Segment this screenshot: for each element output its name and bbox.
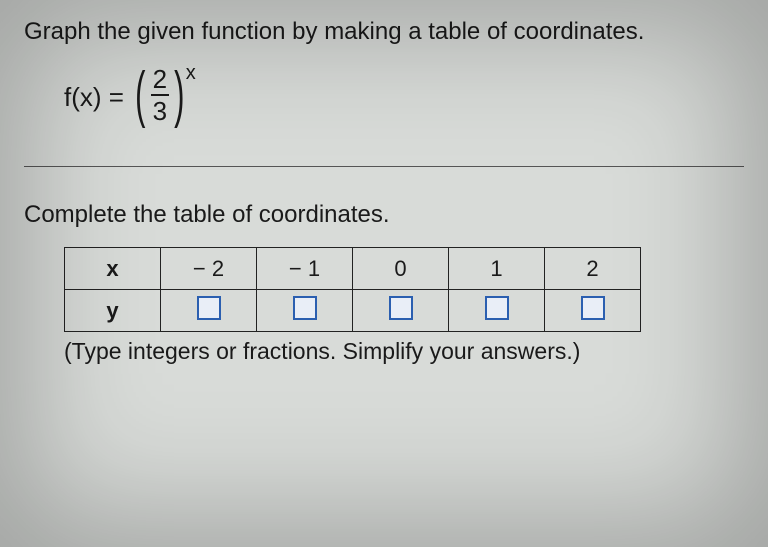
function-formula: f(x) = ( 2 3 ) x [64, 68, 744, 126]
table-row-x: x − 2 − 1 0 1 2 [65, 248, 641, 290]
x-value-cell: 1 [449, 248, 545, 290]
fraction-denominator: 3 [151, 94, 169, 124]
y-value-cell [161, 290, 257, 332]
problem-instruction: Graph the given function by making a tab… [24, 18, 744, 46]
y-value-cell [545, 290, 641, 332]
divider [24, 166, 744, 167]
answer-input[interactable] [389, 296, 413, 320]
fraction-numerator: 2 [151, 66, 169, 94]
y-label-cell: y [65, 290, 161, 332]
x-value-cell: 2 [545, 248, 641, 290]
fraction: 2 3 [151, 66, 169, 124]
y-value-cell [257, 290, 353, 332]
answer-input[interactable] [581, 296, 605, 320]
exponent: x [186, 62, 196, 85]
table-row-y: y [65, 290, 641, 332]
x-value-cell: − 2 [161, 248, 257, 290]
y-value-cell [353, 290, 449, 332]
y-value-cell [449, 290, 545, 332]
table-heading: Complete the table of coordinates. [24, 201, 744, 229]
answer-input[interactable] [485, 296, 509, 320]
answer-input[interactable] [293, 296, 317, 320]
x-label-cell: x [65, 248, 161, 290]
formula-lhs: f(x) = [64, 82, 124, 113]
coordinates-table: x − 2 − 1 0 1 2 y [64, 247, 641, 332]
x-value-cell: 0 [353, 248, 449, 290]
answer-hint: (Type integers or fractions. Simplify yo… [64, 338, 744, 365]
left-paren: ( [135, 67, 145, 123]
answer-input[interactable] [197, 296, 221, 320]
right-paren: ) [174, 67, 184, 123]
x-value-cell: − 1 [257, 248, 353, 290]
